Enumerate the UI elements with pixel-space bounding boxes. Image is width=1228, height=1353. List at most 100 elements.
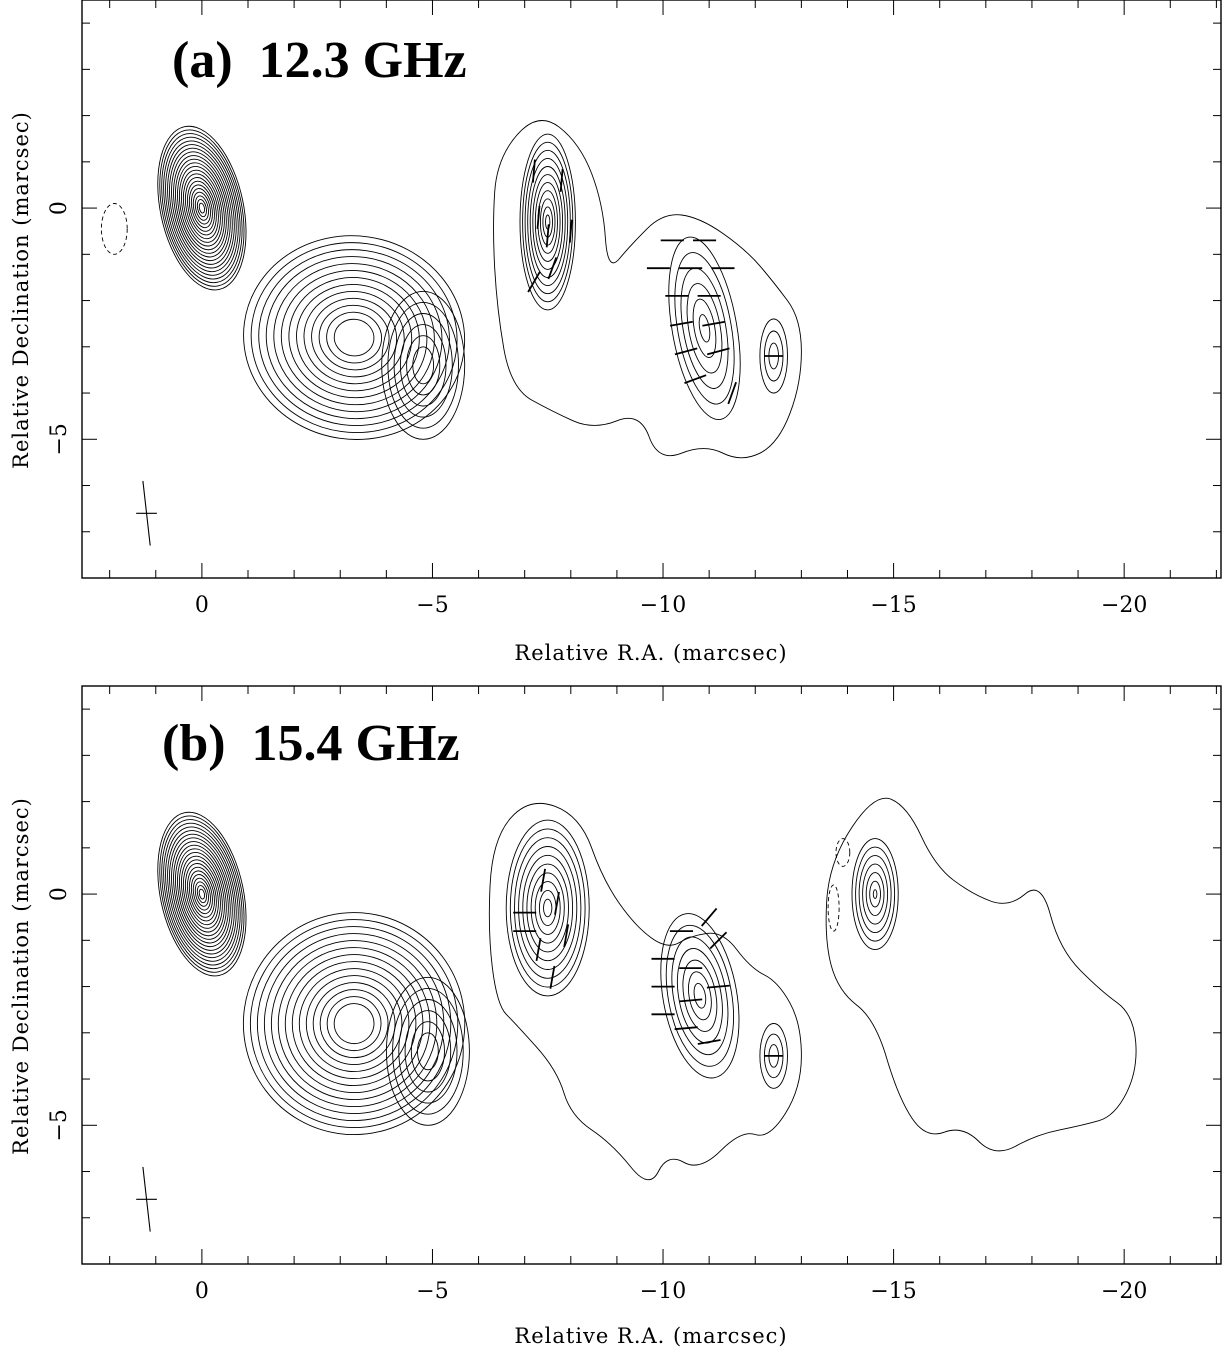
contour-level: [242, 912, 466, 1136]
contour-level: [326, 311, 383, 364]
contour-level: [181, 169, 223, 247]
contour-level: [186, 180, 217, 236]
contour-level: [159, 129, 245, 287]
contour-level: [179, 852, 225, 937]
envelope-contour-0: [493, 120, 802, 459]
contour-level: [273, 263, 435, 413]
negative-contour-0: [100, 203, 128, 255]
panel-b-tick-layer: 0 −5 −10 −15 −20 0 −5: [47, 686, 1221, 1304]
component-1: [242, 912, 466, 1136]
contour-level: [692, 298, 717, 358]
x-tick-label: 0: [195, 1279, 209, 1304]
contour-level: [869, 880, 881, 908]
beam-cross: [136, 480, 157, 546]
x-tick-label: −5: [416, 593, 448, 618]
polarization-vector: [674, 347, 698, 356]
polarization-vector: [536, 205, 541, 229]
panel-b-plot-frame: [81, 685, 1222, 1265]
y-tick-label: 0: [47, 201, 72, 215]
component-3: [505, 819, 590, 997]
contour-level: [534, 881, 561, 935]
contour-level: [177, 162, 227, 254]
contour-level: [288, 277, 420, 399]
contour-level: [855, 846, 896, 942]
contour-level: [858, 855, 892, 934]
contour-level: [393, 313, 453, 418]
contour-level: [532, 174, 564, 270]
contour-level: [184, 177, 219, 240]
contour-level: [165, 826, 239, 962]
contour-level: [522, 854, 574, 962]
contour-level: [759, 1023, 788, 1089]
contour-level: [688, 971, 712, 1021]
contour-level: [190, 188, 213, 229]
y-tick-label: −5: [47, 423, 72, 455]
x-tick-label: −15: [870, 593, 916, 618]
polarization-vector: [532, 159, 536, 183]
contour-level: [305, 975, 403, 1073]
panel-a-12-3-ghz: 0 −5 −10 −15 −20 0 −5 (a) 12.3 GHz Relative R.…: [9, 0, 1222, 665]
panel-a-x-axis-label: Relative R.A. (marcsec): [514, 641, 787, 665]
contour-level: [693, 983, 707, 1009]
component-3: [519, 133, 576, 311]
contour-level: [412, 346, 435, 385]
x-tick-label: −5: [416, 1279, 448, 1304]
contour-level: [194, 195, 209, 221]
contour-level: [171, 837, 233, 951]
polarization-vector: [709, 931, 728, 950]
polarization-vector: [559, 168, 564, 192]
contour-level: [167, 144, 237, 273]
contour-level: [865, 872, 885, 917]
contour-level: [167, 830, 237, 959]
x-tick-label: −20: [1101, 1279, 1147, 1304]
contour-level: [284, 954, 424, 1094]
contour-level: [406, 335, 441, 396]
contour-level: [161, 133, 243, 284]
contour-level: [192, 191, 211, 225]
contour-level: [188, 184, 215, 232]
contour-level: [387, 301, 459, 429]
contour-level: [410, 1021, 445, 1082]
contour-level: [404, 1010, 452, 1093]
contour-level: [851, 838, 899, 951]
contour-level: [509, 828, 586, 988]
x-tick-label: −15: [870, 1279, 916, 1304]
contour-level: [519, 133, 576, 311]
contour-level: [399, 324, 447, 407]
contour-level: [668, 236, 741, 421]
contour-level: [265, 256, 443, 420]
envelope-contour-0: [488, 803, 802, 1181]
polarization-vector: [706, 984, 730, 989]
component-4: [660, 913, 740, 1079]
contour-level: [192, 877, 211, 911]
contour-level: [303, 290, 405, 385]
contour-level: [179, 166, 225, 251]
contour-level: [674, 252, 735, 405]
polarization-vector: [540, 868, 546, 892]
contour-level: [163, 136, 241, 280]
polarization-vector: [674, 1026, 698, 1031]
negative-contour-1: [827, 884, 840, 932]
y-tick-label: 0: [47, 887, 72, 901]
contour-level: [676, 948, 723, 1044]
contour-level: [398, 999, 458, 1104]
panel-a-tick-layer: 0 −5 −10 −15 −20 0 −5: [47, 0, 1221, 618]
contour-level: [169, 833, 235, 955]
polarization-vector: [563, 924, 570, 948]
contour-level: [698, 314, 711, 343]
contour-level: [175, 158, 229, 258]
contour-level: [660, 913, 740, 1079]
component-2: [385, 976, 470, 1126]
polarization-vector: [697, 1039, 721, 1045]
contour-level: [157, 811, 247, 977]
panel-a-plot-frame: [81, 0, 1222, 579]
component-2: [381, 290, 466, 440]
contour-level: [243, 235, 466, 440]
contour-level: [518, 846, 578, 970]
polarization-vector: [535, 938, 542, 962]
contour-level: [862, 863, 889, 925]
polarization-vector: [702, 320, 726, 327]
contour-level: [538, 889, 557, 927]
contour-level: [417, 1032, 439, 1071]
polarization-vector: [727, 381, 737, 405]
